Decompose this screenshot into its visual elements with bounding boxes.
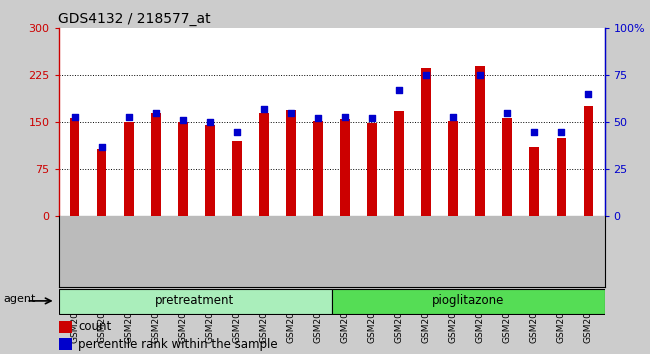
Point	[286, 110, 296, 115]
Point	[70, 114, 80, 119]
Text: pioglitazone: pioglitazone	[432, 295, 504, 307]
Point	[421, 73, 432, 78]
Bar	[530, 147, 539, 216]
Point	[340, 114, 350, 119]
Text: percentile rank within the sample: percentile rank within the sample	[78, 338, 278, 351]
Point	[231, 129, 242, 134]
Point	[529, 129, 539, 134]
Point	[475, 73, 486, 78]
Point	[205, 119, 215, 125]
Text: GDS4132 / 218577_at: GDS4132 / 218577_at	[58, 12, 211, 26]
Bar	[232, 141, 242, 216]
Point	[394, 87, 404, 93]
Bar	[58, 321, 72, 333]
Bar	[475, 66, 485, 216]
Bar	[58, 338, 72, 350]
Point	[556, 129, 566, 134]
Bar	[205, 125, 214, 216]
Point	[502, 110, 512, 115]
Bar	[367, 124, 377, 216]
Bar	[259, 113, 268, 216]
Bar	[286, 110, 296, 216]
Bar	[502, 118, 512, 216]
Bar	[332, 289, 604, 314]
Bar	[395, 111, 404, 216]
Bar	[421, 68, 431, 216]
Bar	[556, 138, 566, 216]
Bar	[448, 121, 458, 216]
Point	[583, 91, 593, 97]
Point	[448, 114, 458, 119]
Point	[151, 110, 161, 115]
Bar	[584, 107, 593, 216]
Point	[177, 118, 188, 123]
Bar	[124, 122, 133, 216]
Text: pretreatment: pretreatment	[155, 295, 235, 307]
Bar	[97, 149, 107, 216]
Bar	[313, 121, 322, 216]
Point	[97, 144, 107, 149]
Point	[259, 106, 269, 112]
Bar	[178, 122, 188, 216]
Point	[124, 114, 134, 119]
Bar	[151, 113, 161, 216]
Point	[367, 115, 377, 121]
Bar	[58, 289, 332, 314]
Bar	[70, 118, 79, 216]
Point	[313, 115, 323, 121]
Bar	[341, 119, 350, 216]
Text: count: count	[78, 320, 111, 333]
Text: agent: agent	[3, 295, 36, 304]
